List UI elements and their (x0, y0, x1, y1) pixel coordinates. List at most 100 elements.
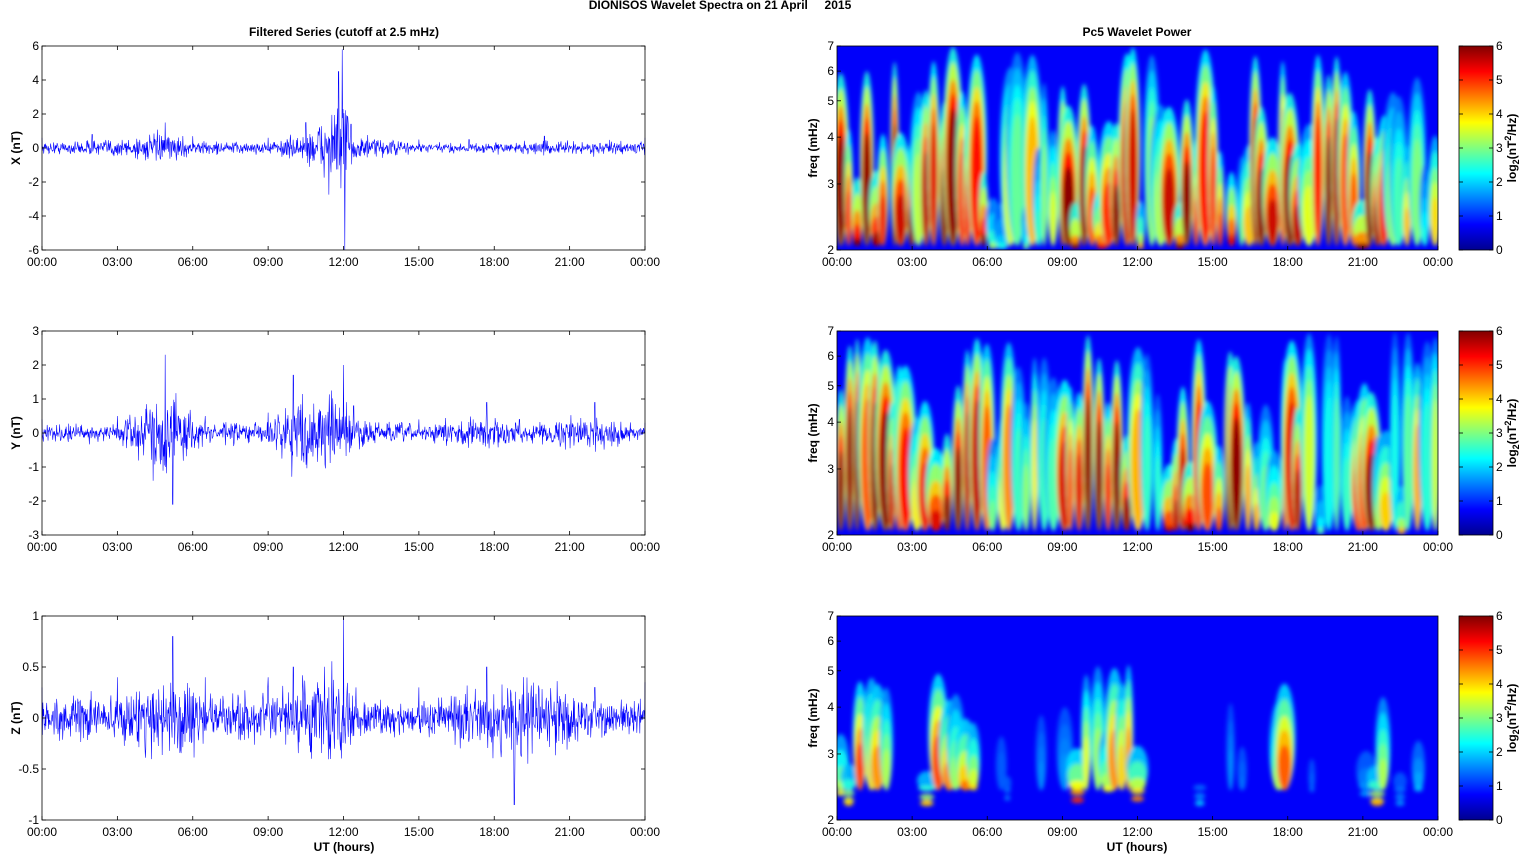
y-tick-label: 2 (827, 813, 834, 827)
y-tick-label: -2 (28, 175, 39, 189)
power-blob (853, 238, 861, 246)
power-blob (1070, 797, 1084, 804)
power-blob (879, 195, 887, 246)
power-blob (1294, 469, 1301, 531)
figure-suptitle: DIONISOS Wavelet Spectra on 21 April 201… (589, 0, 852, 12)
x-tick-label: 09:00 (253, 540, 283, 554)
power-blob (1396, 518, 1407, 531)
y-tick-label: 5 (827, 94, 834, 108)
colorbar-label-part: 2 (1503, 136, 1513, 141)
x-tick-label: 00:00 (822, 825, 852, 839)
y-tick-label: 3 (827, 747, 834, 761)
power-blob (1231, 417, 1242, 531)
power-blob (894, 194, 907, 246)
power-blob (1403, 394, 1413, 531)
power-blob (1130, 788, 1145, 795)
x-tick-label: 12:00 (328, 825, 358, 839)
y-axis-label: freq (mHz) (806, 403, 820, 462)
colorbar-label-part: 2 (1503, 706, 1513, 711)
power-blob (1010, 113, 1024, 246)
y-tick-label: 7 (827, 609, 834, 623)
power-blob (943, 495, 951, 531)
x-tick-label: 15:00 (1198, 540, 1228, 554)
power-blob (841, 778, 856, 791)
timeseries-panel: -1 -0.5 0 0.5 1 Z (nT) 00:00 03:00 06:00 09:00 12:… (9, 609, 660, 839)
x-tick-label: 21:00 (555, 825, 585, 839)
x-tick-label: 09:00 (253, 825, 283, 839)
x-tick-label: 18:00 (479, 540, 509, 554)
y-tick-label: 0 (32, 426, 39, 440)
colorbar-tick-label: 3 (1496, 141, 1503, 155)
power-blob (855, 742, 865, 791)
colorbar-label-part: 2 (1511, 159, 1521, 164)
colorbar-tick-label: 4 (1496, 677, 1503, 691)
series-line (41, 49, 646, 251)
power-blob (882, 748, 891, 791)
y-tick-label: 6 (827, 64, 834, 78)
x-tick-label: 18:00 (479, 825, 509, 839)
power-blob (918, 785, 936, 792)
power-blob (846, 190, 852, 246)
power-blob (1105, 463, 1112, 531)
x-tick-label: 21:00 (1348, 825, 1378, 839)
power-blob (1095, 419, 1103, 531)
colorbar-tick-label: 1 (1496, 494, 1503, 508)
power-blob (1068, 780, 1086, 791)
power-blob (1122, 496, 1131, 531)
colorbar-label: log2(nT2/Hz) (1503, 399, 1521, 468)
power-blob (988, 242, 998, 249)
colorbar-label-part: log (1505, 449, 1519, 467)
y-tick-label: 5 (827, 664, 834, 678)
x-tick-label: 06:00 (972, 825, 1002, 839)
power-blob (1194, 793, 1206, 800)
colorbar-label-part: log (1505, 734, 1519, 752)
power-blob (1210, 146, 1217, 246)
x-tick-label: 06:00 (972, 540, 1002, 554)
y-tick-label: -1 (28, 813, 39, 827)
power-blob (988, 500, 997, 531)
power-blob (1342, 457, 1352, 531)
power-blob (1193, 784, 1207, 791)
power-blob (1371, 800, 1384, 807)
colorbar-label-part: (nT (1505, 140, 1519, 159)
power-blob (919, 793, 935, 800)
colorbar-tick-label: 3 (1496, 426, 1503, 440)
right-column-title: Pc5 Wavelet Power (1083, 25, 1192, 39)
power-blob (1253, 503, 1260, 531)
power-blob (1430, 197, 1438, 246)
x-tick-label: 06:00 (178, 825, 208, 839)
power-blob (1182, 160, 1191, 246)
power-blob (1164, 525, 1174, 532)
power-blob (1394, 793, 1406, 800)
x-tick-label: 00:00 (822, 255, 852, 269)
x-tick-label: 18:00 (1273, 540, 1303, 554)
colorbar-gradient (1458, 615, 1494, 821)
power-blob (1096, 242, 1108, 249)
x-tick-label: 03:00 (897, 255, 927, 269)
heatmap-panel: 2 3 4 5 6 7 freq (mHz) 00:00 03:00 06:00 09:00 12:0… (806, 39, 1453, 269)
power-blob (1075, 453, 1083, 531)
power-blob (1137, 242, 1144, 249)
left-column-title: Filtered Series (cutoff at 2.5 mHz) (249, 25, 439, 39)
power-blob (1325, 136, 1332, 246)
y-tick-label: -1 (28, 460, 39, 474)
y-tick-label: 0 (32, 141, 39, 155)
power-blob (1195, 800, 1205, 807)
colorbar-label-part: 2 (1511, 729, 1521, 734)
y-tick-label: 2 (827, 528, 834, 542)
colorbar-tick-label: 2 (1496, 175, 1503, 189)
x-tick-label: 12:00 (1122, 255, 1152, 269)
power-blob (1003, 776, 1012, 791)
power-blob (1201, 462, 1214, 531)
power-blob (1162, 168, 1176, 246)
x-tick-label: 00:00 (27, 825, 57, 839)
power-blob (1067, 448, 1074, 531)
y-tick-label: 6 (827, 349, 834, 363)
power-blob (1227, 749, 1234, 791)
colorbar-tick-label: 2 (1496, 460, 1503, 474)
y-tick-label: -2 (28, 494, 39, 508)
x-tick-label: 15:00 (1198, 825, 1228, 839)
x-tick-label: 00:00 (1423, 540, 1453, 554)
power-blob (1354, 231, 1371, 246)
power-blob (837, 134, 846, 246)
